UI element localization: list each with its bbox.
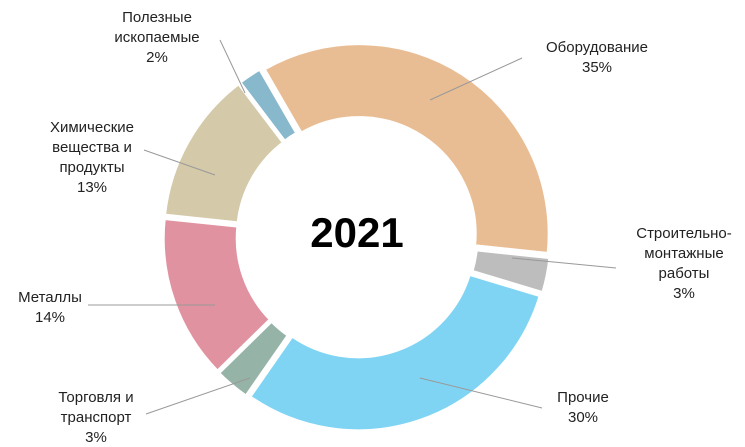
leader-line	[419, 377, 543, 409]
value-label: 14%	[35, 309, 65, 326]
leader-line	[429, 57, 523, 101]
value-label: 3%	[85, 429, 107, 446]
value-label: 30%	[568, 409, 598, 426]
donut-segment	[161, 216, 273, 374]
category-label: вещества и	[52, 139, 132, 156]
donut-segment	[470, 248, 552, 295]
donut-segment	[262, 42, 551, 256]
donut-segment	[162, 81, 286, 225]
leader-line	[143, 149, 216, 176]
category-label: Торговля и	[58, 389, 133, 406]
category-label: Прочие	[557, 389, 609, 406]
value-label: 2%	[146, 49, 168, 66]
category-label: монтажные	[644, 245, 723, 262]
category-label: работы	[659, 265, 710, 282]
category-label: продукты	[59, 159, 124, 176]
category-label: Строительно-	[636, 225, 732, 242]
category-label: Химические	[50, 119, 134, 136]
category-label: ископаемые	[114, 29, 199, 46]
donut-segment	[237, 67, 299, 144]
donut-segment	[247, 272, 543, 433]
value-label: 3%	[673, 285, 695, 302]
category-label: Металлы	[18, 289, 82, 306]
category-label: транспорт	[61, 409, 132, 426]
leader-line	[145, 377, 251, 415]
donut-segment	[216, 319, 291, 399]
category-label: Оборудование	[546, 39, 648, 56]
value-label: 35%	[582, 59, 612, 76]
leader-line	[219, 39, 246, 94]
leader-line	[511, 257, 617, 269]
center-label: 2021	[310, 209, 403, 256]
category-label: Полезные	[122, 9, 192, 26]
value-label: 13%	[77, 179, 107, 196]
